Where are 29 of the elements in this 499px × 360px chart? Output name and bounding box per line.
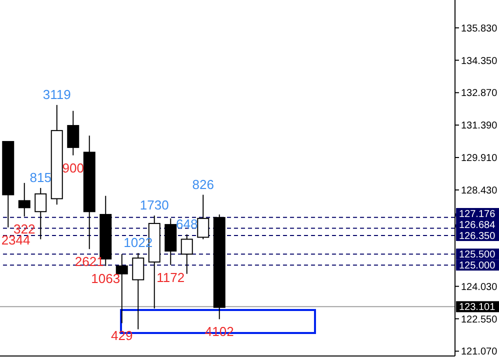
ref-line-label: 126.350 [459, 231, 496, 242]
annotation: 1063 [91, 270, 120, 286]
y-tick-label: 132.870 [461, 88, 498, 100]
y-tick-label: 131.390 [461, 120, 498, 132]
candlestick [67, 110, 80, 156]
y-tick-label: 121.070 [461, 346, 498, 358]
y-tick-label: 128.430 [461, 185, 498, 196]
candlestick [18, 182, 30, 217]
annotation: 1172 [156, 270, 185, 285]
y-tick-label: 134.350 [461, 56, 498, 67]
annotation: 815 [30, 170, 52, 185]
candlestick [34, 187, 47, 240]
annotation: 826 [192, 176, 214, 192]
y-tick-label: 122.550 [461, 314, 498, 326]
annotation: 322 [14, 221, 36, 236]
y-tick-label: 129.910 [461, 153, 498, 164]
annotation: 1730 [140, 198, 169, 213]
ref-line-label: 127.176 [459, 209, 496, 220]
y-tick-label: 124.030 [461, 282, 498, 293]
candlestick [132, 252, 144, 330]
ref-line-label: 126.684 [459, 220, 496, 232]
y-tick-label: 135.830 [461, 23, 498, 34]
annotation: 3119 [42, 86, 71, 102]
candlestick [197, 194, 210, 240]
candlestick [180, 234, 193, 274]
ref-line-label: 125.500 [459, 250, 496, 261]
ref-line-label: 123.101 [459, 302, 496, 314]
annotation: 429 [111, 328, 133, 344]
ref-line-label: 125.000 [459, 260, 496, 272]
